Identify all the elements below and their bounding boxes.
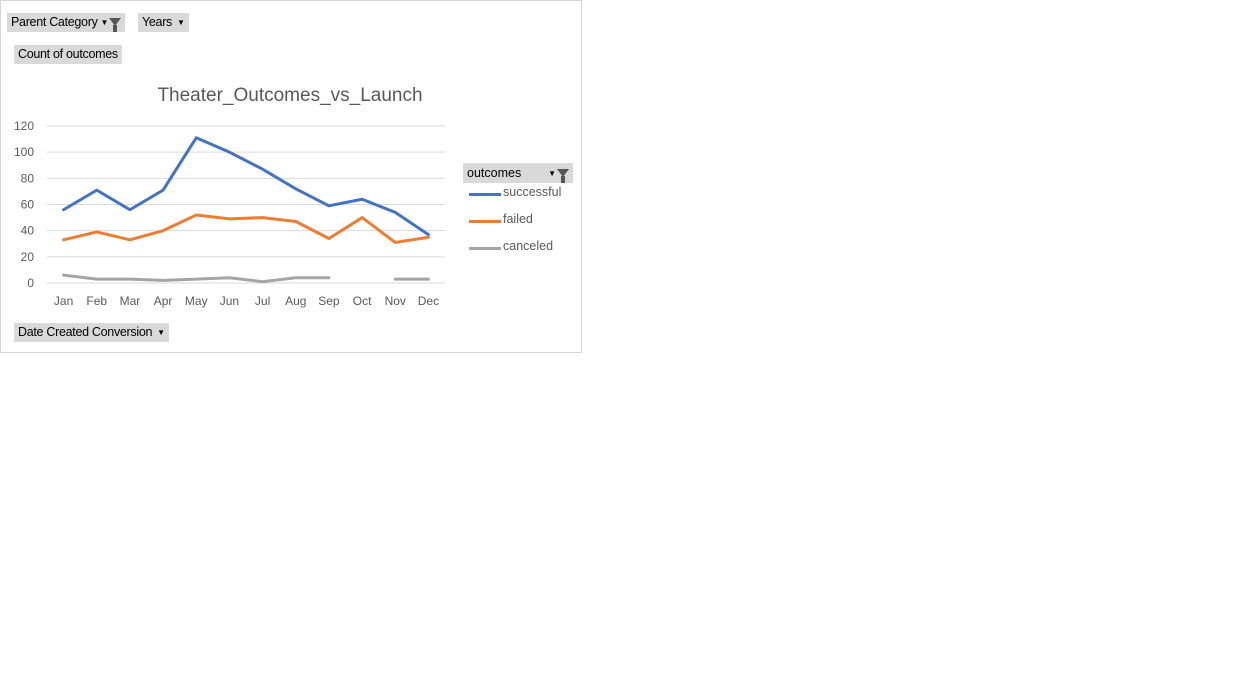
x-tick-label-apr: Apr — [154, 294, 173, 308]
legend-swatch-canceled — [469, 247, 501, 250]
x-tick-label-oct: Oct — [353, 294, 372, 308]
legend-item-successful: successful — [463, 183, 573, 210]
y-tick-label: 120 — [14, 119, 34, 133]
axis-field-button[interactable]: Date Created Conversion ▼ — [14, 323, 169, 342]
legend-item-failed: failed — [463, 210, 573, 237]
years-filter-button[interactable]: Years ▼ — [138, 13, 189, 32]
x-tick-label-may: May — [185, 294, 208, 308]
outcomes-filter-button[interactable]: outcomes ▼ — [463, 163, 573, 183]
x-tick-label-jan: Jan — [54, 294, 73, 308]
chart-title: Theater_Outcomes_vs_Launch — [157, 85, 422, 106]
chevron-down-icon: ▼ — [177, 18, 185, 28]
y-tick-label: 40 — [21, 224, 35, 238]
axis-field-label: Date Created Conversion — [18, 325, 153, 339]
series-line-failed — [62, 213, 430, 244]
pivot-chart: Parent Category ▼ Years ▼ Count of outcome… — [0, 0, 582, 353]
y-tick-label: 80 — [21, 171, 35, 185]
x-tick-label-nov: Nov — [385, 294, 406, 308]
x-axis-ticks: Jan Feb Mar Apr May Jun Jul Aug Sep Oct Nov Dec — [54, 294, 439, 308]
series-line-successful — [62, 136, 430, 237]
legend-item-canceled: canceled — [463, 237, 573, 264]
gridlines — [47, 125, 445, 284]
values-field-button[interactable]: Count of outcomes — [14, 45, 122, 64]
series-lines — [62, 136, 430, 284]
legend-label-failed: failed — [503, 212, 533, 226]
filter-funnel-icon — [109, 17, 122, 32]
line-chart-plot: Theater_Outcomes_vs_Launch 0 20 40 60 80 100 1… — [14, 85, 445, 308]
y-tick-label: 0 — [27, 276, 34, 290]
x-tick-label-mar: Mar — [120, 294, 141, 308]
chevron-down-icon: ▼ — [157, 328, 165, 338]
legend-label-canceled: canceled — [503, 239, 554, 253]
chevron-down-icon: ▼ — [100, 18, 109, 28]
parent-category-label: Parent Category — [11, 15, 98, 29]
legend-swatch-successful — [469, 193, 501, 196]
parent-category-filter-button[interactable]: Parent Category ▼ — [7, 13, 126, 32]
legend-field-label: outcomes — [467, 166, 522, 180]
x-tick-label-feb: Feb — [86, 294, 107, 308]
legend-label-successful: successful — [503, 185, 562, 199]
y-axis-ticks: 0 20 40 60 80 100 120 — [14, 119, 34, 290]
x-tick-label-jul: Jul — [255, 294, 270, 308]
y-tick-label: 100 — [14, 145, 34, 159]
legend: outcomes ▼ successful failed canceled — [463, 163, 573, 264]
series-line-canceled — [62, 273, 331, 284]
years-label: Years — [142, 15, 173, 29]
chevron-down-icon: ▼ — [548, 168, 556, 178]
x-tick-label-dec: Dec — [418, 294, 439, 308]
x-tick-label-sep: Sep — [318, 294, 340, 308]
legend-swatch-failed — [469, 220, 501, 223]
x-tick-label-jun: Jun — [220, 294, 239, 308]
filter-funnel-icon — [557, 168, 569, 183]
values-field-label: Count of outcomes — [18, 47, 118, 61]
x-tick-label-aug: Aug — [285, 294, 306, 308]
y-tick-label: 20 — [21, 250, 35, 264]
y-tick-label: 60 — [21, 198, 35, 212]
